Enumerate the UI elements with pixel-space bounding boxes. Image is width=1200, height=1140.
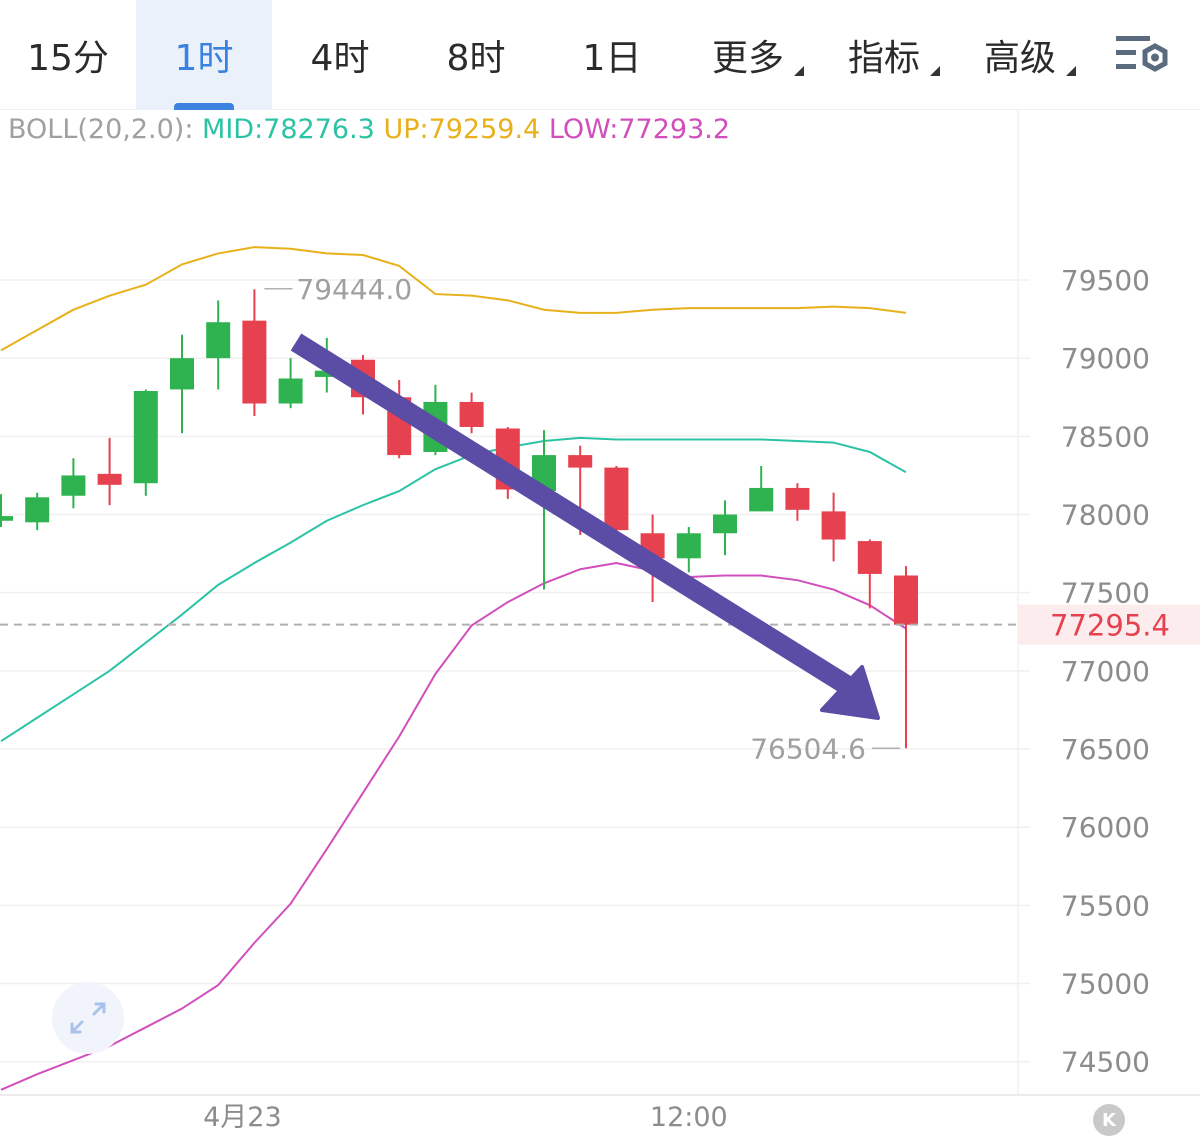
y-tick-label: 78500 xyxy=(1061,420,1150,453)
candle-body xyxy=(568,455,593,468)
y-tick-label: 77000 xyxy=(1061,655,1150,688)
candle-body xyxy=(278,378,303,404)
candle-body xyxy=(459,401,484,427)
candle-body xyxy=(25,497,50,523)
tab-label: 4时 xyxy=(310,38,370,79)
trend-arrow-shaft xyxy=(290,333,854,695)
y-tick-label: 76500 xyxy=(1061,733,1150,766)
boll-mid-line xyxy=(0,436,907,743)
y-tick-label: 77500 xyxy=(1061,577,1150,610)
candle-body xyxy=(170,358,194,390)
candle-body xyxy=(0,516,13,521)
candle-body xyxy=(749,487,774,512)
trend-arrow-head xyxy=(820,665,880,720)
y-tick-label: 75500 xyxy=(1061,889,1150,922)
tab-label: 1时 xyxy=(174,38,234,79)
boll-legend-low: LOW:77293.2 xyxy=(548,114,731,145)
tab-1[interactable]: 1时 xyxy=(136,0,272,110)
tab-2[interactable]: 4时 xyxy=(272,0,408,110)
x-tick-label: 4月23 xyxy=(203,1102,282,1133)
candle-body xyxy=(133,391,158,484)
expand-icon xyxy=(70,1002,106,1034)
candlestick-chart[interactable]: 79500 79000 78500 78000 77500 77000 76500 76000… xyxy=(0,110,1200,1140)
candle-body xyxy=(821,511,846,540)
y-tick-label: 79000 xyxy=(1061,342,1150,375)
tab-5[interactable]: 更多 xyxy=(680,0,816,110)
tab-7[interactable]: 高级 xyxy=(952,0,1088,110)
boll-lower-line xyxy=(0,561,907,1091)
candle-body xyxy=(206,322,231,359)
candle-body xyxy=(713,514,737,534)
candle-body xyxy=(857,541,882,574)
tab-label: 15分 xyxy=(27,38,109,79)
candle-body xyxy=(61,475,86,496)
tab-label: 8时 xyxy=(446,38,506,79)
tab-label: 高级 xyxy=(983,38,1056,79)
settings-icon[interactable] xyxy=(1112,28,1174,82)
dropdown-caret-icon xyxy=(930,66,940,76)
last-price-label: 77295.4 xyxy=(1050,609,1170,643)
dropdown-caret-icon xyxy=(794,66,804,76)
candle-body xyxy=(242,320,267,404)
tab-label: 1日 xyxy=(582,38,642,79)
tab-6[interactable]: 指标 xyxy=(816,0,952,110)
min-price-label: 76504.6 xyxy=(750,732,866,765)
boll-legend: BOLL(20,2.0): MID:78276.3 UP:79259.4 LOW… xyxy=(8,114,730,145)
tab-4[interactable]: 1日 xyxy=(544,0,680,110)
boll-legend-mid: MID:78276.3 xyxy=(202,114,375,145)
tab-label: 更多 xyxy=(711,38,784,79)
candle-body xyxy=(314,370,339,377)
y-tick-label: 79500 xyxy=(1061,264,1150,297)
tab-label: 指标 xyxy=(847,38,920,79)
y-tick-label: 76000 xyxy=(1061,811,1150,844)
candle-body xyxy=(97,473,122,485)
x-tick-label: 12:00 xyxy=(650,1102,728,1133)
candle-body xyxy=(604,467,629,531)
candle-body xyxy=(894,575,918,625)
last-price-badge xyxy=(1018,604,1200,645)
expand-button[interactable] xyxy=(52,982,124,1054)
candle-body xyxy=(676,533,701,559)
y-tick-label: 74500 xyxy=(1061,1046,1150,1079)
dropdown-caret-icon xyxy=(1066,66,1076,76)
timeframe-tabbar: 15分 1时 4时 8时 1日 更多 指标 高级 xyxy=(0,0,1200,110)
tab-3[interactable]: 8时 xyxy=(408,0,544,110)
boll-legend-name: BOLL(20,2.0): xyxy=(8,114,194,145)
y-tick-label: 75000 xyxy=(1061,968,1150,1001)
y-tick-label: 78000 xyxy=(1061,499,1150,532)
boll-legend-up: UP:79259.4 xyxy=(383,114,541,145)
active-tab-indicator xyxy=(174,103,234,110)
k-badge-icon[interactable]: K xyxy=(1093,1104,1125,1136)
tab-0[interactable]: 15分 xyxy=(0,0,136,110)
candle-body xyxy=(785,487,810,510)
boll-upper-line xyxy=(0,246,907,352)
max-price-label: 79444.0 xyxy=(296,273,412,306)
